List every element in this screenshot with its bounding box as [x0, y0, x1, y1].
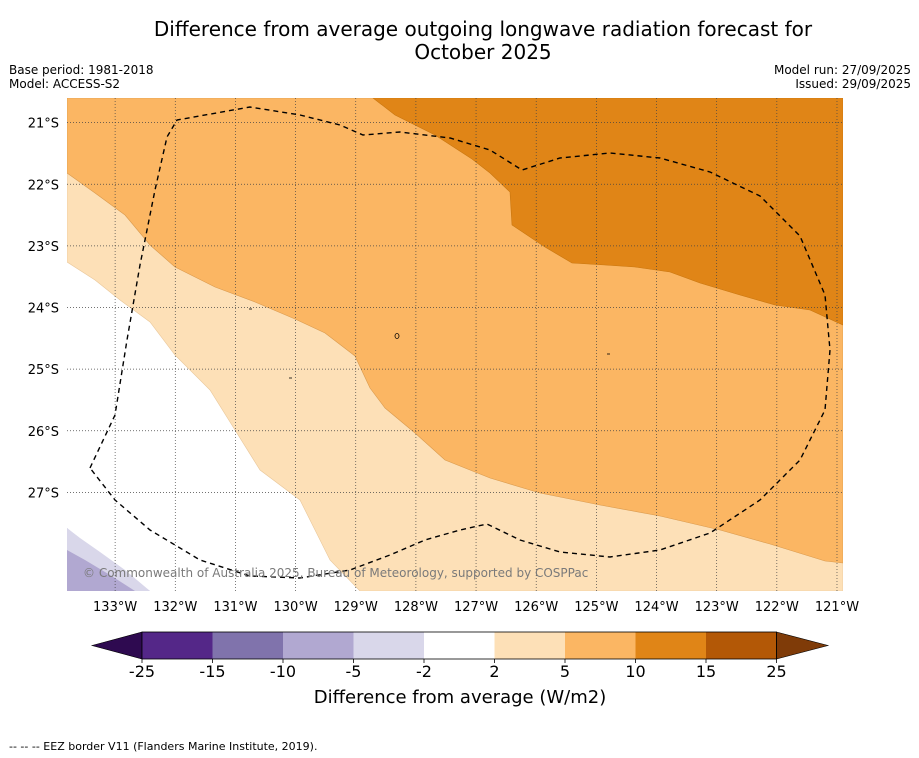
- lat-label: 22°S: [28, 178, 59, 193]
- colorbar-segment: [353, 632, 424, 659]
- colorbar: [90, 631, 830, 663]
- gridlines: [67, 98, 843, 591]
- lon-label: 131°W: [213, 600, 257, 615]
- zone-minus5-to-minus2: [67, 528, 150, 591]
- colorbar-segment: [424, 632, 495, 659]
- map-area: © Commonwealth of Australia 2025, Bureau…: [67, 98, 843, 591]
- copyright-notice: © Commonwealth of Australia 2025, Bureau…: [83, 566, 588, 580]
- lon-label: 123°W: [695, 600, 739, 615]
- colorbar-segment: [142, 632, 213, 659]
- colorbar-segment: [635, 632, 706, 659]
- chart-title: Difference from average outgoing longwav…: [0, 18, 919, 64]
- colorbar-segment: [283, 632, 354, 659]
- contour-dot: [394, 333, 400, 339]
- colorbar-tick-label: 25: [766, 662, 786, 681]
- base-period: Base period: 1981-2018: [9, 63, 154, 77]
- colorbar-tick-label: 15: [696, 662, 716, 681]
- colorbar-segment: [565, 632, 636, 659]
- colorbar-tick-label: -25: [129, 662, 155, 681]
- colorbar-segment: [494, 632, 565, 659]
- lon-label: 124°W: [634, 600, 678, 615]
- lon-label: 122°W: [755, 600, 799, 615]
- colorbar-tick-label: -15: [199, 662, 225, 681]
- lat-label: 21°S: [28, 117, 59, 132]
- lon-label: 121°W: [815, 600, 859, 615]
- colorbar-extend-high: [776, 631, 830, 660]
- colorbar-outline: [141, 631, 777, 660]
- lon-label: 132°W: [153, 600, 197, 615]
- colorbar-tick-label: 10: [625, 662, 645, 681]
- lat-label: 23°S: [28, 240, 59, 255]
- lon-label: 127°W: [454, 600, 498, 615]
- zone-10-to-15: [372, 98, 843, 326]
- lon-label: 133°W: [93, 600, 137, 615]
- colorbar-tick-label: -5: [346, 662, 362, 681]
- zone-minus10-to-minus5: [67, 528, 150, 591]
- colorbar-tick-label: -2: [416, 662, 432, 681]
- model-run: Model run: 27/09/2025: [773, 63, 911, 77]
- colorbar-segment: [212, 632, 283, 659]
- issued-date: Issued: 29/09/2025: [795, 77, 911, 91]
- lon-label: 130°W: [274, 600, 318, 615]
- title-line-2: October 2025: [414, 40, 552, 64]
- meta-right: Model run: 27/09/2025 Issued: 29/09/2025: [774, 63, 911, 91]
- title-line-1: Difference from average outgoing longwav…: [153, 17, 813, 41]
- colorbar-segment: [706, 632, 777, 659]
- lon-label: 129°W: [334, 600, 378, 615]
- lat-label: 24°S: [28, 302, 59, 317]
- lon-label: 125°W: [574, 600, 618, 615]
- lon-label: 128°W: [394, 600, 438, 615]
- colorbar-tick-label: -10: [270, 662, 296, 681]
- meta-left: Base period: 1981-2018 Model: ACCESS-S2: [9, 63, 154, 91]
- lat-label: 26°S: [28, 425, 59, 440]
- colorbar-extend-low: [90, 631, 143, 660]
- colorbar-tick-labels: -25 -15 -10 -5 -2 2 5 10 15 25: [129, 662, 787, 681]
- model-name: Model: ACCESS-S2: [9, 77, 121, 91]
- eez-border: [89, 106, 831, 579]
- lat-label: 25°S: [28, 363, 59, 378]
- lon-label: 126°W: [514, 600, 558, 615]
- longitude-labels: 133°W 132°W 131°W 130°W 129°W 128°W 127°W 126°W…: [93, 600, 859, 615]
- colorbar-tick-label: 5: [560, 662, 570, 681]
- colorbar-tick-label: 2: [489, 662, 499, 681]
- latitude-labels: 21°S 22°S 23°S 24°S 25°S 26°S 27°S: [28, 117, 59, 502]
- lat-label: 27°S: [28, 486, 59, 501]
- colorbar-title: Difference from average (W/m2): [314, 687, 606, 708]
- eez-legend-note: -- -- -- EEZ border V11 (Flanders Marine…: [9, 740, 318, 753]
